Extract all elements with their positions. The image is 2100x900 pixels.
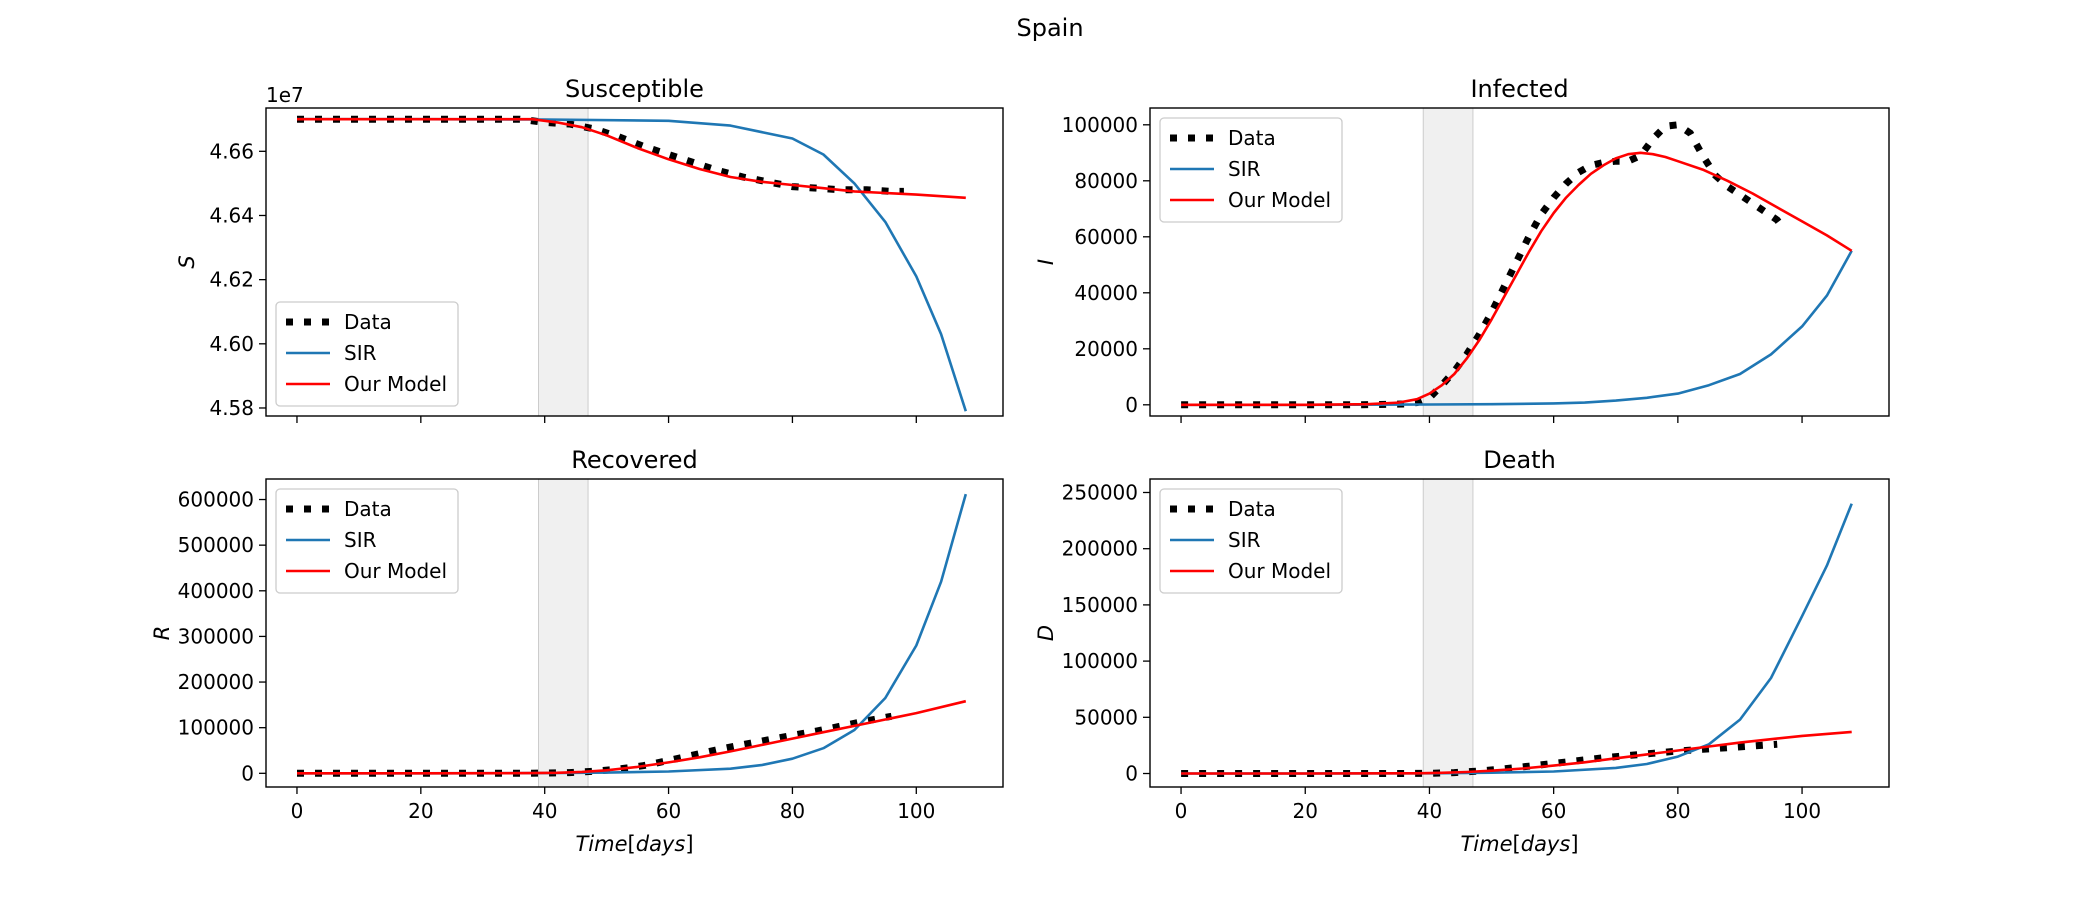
y-axis-label: I xyxy=(1034,259,1058,265)
y-tick-label: 200000 xyxy=(178,670,254,694)
y-tick-label: 4.62 xyxy=(209,268,254,292)
x-tick-label: 20 xyxy=(408,799,433,823)
legend-label: SIR xyxy=(1228,528,1261,552)
axis-offset-text: 1e7 xyxy=(266,83,304,107)
legend-label: Our Model xyxy=(344,559,447,583)
y-tick-label: 40000 xyxy=(1074,281,1138,305)
shaded-region xyxy=(1422,107,1474,417)
legend-label: Data xyxy=(344,310,392,334)
y-tick-label: 4.60 xyxy=(209,332,254,356)
y-tick-label: 0 xyxy=(241,761,254,785)
y-axis-label: R xyxy=(150,626,174,641)
x-label-bracket-close: ] xyxy=(685,832,693,856)
figure-title: Spain xyxy=(1016,14,1083,42)
legend-box xyxy=(1159,117,1343,223)
x-tick-label: 0 xyxy=(1175,799,1188,823)
x-tick-label: 0 xyxy=(291,799,304,823)
series-line-our-model xyxy=(297,117,966,200)
subplot-infected: 0 20000 40000 60000 80000 100000 Infected I Data… xyxy=(1034,75,1890,423)
x-tick-label: 100 xyxy=(897,799,935,823)
x-tick-label: 60 xyxy=(1541,799,1566,823)
legend-label: Data xyxy=(1228,497,1276,521)
series-line-our-model xyxy=(1181,151,1853,407)
subplot-recovered: 0 20 40 60 80 100 0 100000 200000 300000 400000 500… xyxy=(150,446,1004,856)
shaded-region xyxy=(538,107,589,417)
legend: Data SIR Our Model xyxy=(275,301,459,407)
legend: Data SIR Our Model xyxy=(1159,117,1343,223)
legend-label: SIR xyxy=(344,528,377,552)
y-tick-label: 0 xyxy=(1125,393,1138,417)
axes-frame xyxy=(1149,478,1890,788)
y-tick-label: 400000 xyxy=(178,579,254,603)
x-label-bracket-open: [ xyxy=(628,832,636,856)
y-tick-label: 20000 xyxy=(1074,337,1138,361)
legend-label: Our Model xyxy=(344,372,447,396)
y-tick-label: 100000 xyxy=(1062,113,1138,137)
x-tick-label: 100 xyxy=(1783,799,1821,823)
x-tick-label: 20 xyxy=(1293,799,1318,823)
legend-box xyxy=(1159,488,1343,594)
y-tick-label: 300000 xyxy=(178,624,254,648)
subplot-death: 0 20 40 60 80 100 0 50000 100000 150000 200000 2500… xyxy=(1034,446,1890,856)
subplot-susceptible: 4.58 4.60 4.62 4.64 4.66 Susceptible 1e7 S Data S… xyxy=(175,75,1004,423)
y-tick-label: 500000 xyxy=(178,533,254,557)
shaded-region xyxy=(1422,478,1474,788)
x-tick-label: 60 xyxy=(656,799,681,823)
y-tick-label: 4.64 xyxy=(209,203,254,227)
subplot-title: Infected xyxy=(1470,75,1568,103)
x-label-main: Time xyxy=(1460,832,1512,856)
legend-label: Data xyxy=(344,497,392,521)
y-tick-label: 250000 xyxy=(1062,480,1138,504)
shaded-region xyxy=(538,478,589,788)
axes-frame xyxy=(1149,107,1890,417)
legend-label: SIR xyxy=(1228,157,1261,181)
axes-frame xyxy=(265,478,1004,788)
legend-label: Our Model xyxy=(1228,559,1331,583)
subplot-title: Susceptible xyxy=(565,75,704,103)
x-label-unit: days xyxy=(636,832,686,856)
series-line-our-model xyxy=(297,699,967,775)
x-tick-label: 80 xyxy=(780,799,805,823)
x-tick-label: 80 xyxy=(1665,799,1690,823)
legend-label: SIR xyxy=(344,341,377,365)
axes-frame xyxy=(265,107,1004,417)
x-axis-label: Time[days] xyxy=(1460,832,1578,856)
y-axis-label: S xyxy=(175,255,199,268)
x-tick-label: 40 xyxy=(1417,799,1442,823)
y-tick-label: 50000 xyxy=(1074,705,1138,729)
y-tick-label: 0 xyxy=(1125,762,1138,786)
y-tick-label: 150000 xyxy=(1062,593,1138,617)
y-tick-label: 80000 xyxy=(1074,169,1138,193)
legend: Data SIR Our Model xyxy=(275,488,459,594)
x-axis-label: Time[days] xyxy=(575,832,693,856)
y-axis-label: D xyxy=(1034,625,1058,641)
subplots: 4.58 4.60 4.62 4.64 4.66 Susceptible 1e7 S Data S… xyxy=(150,75,1890,856)
x-label-bracket-close: ] xyxy=(1570,832,1578,856)
y-tick-label: 60000 xyxy=(1074,225,1138,249)
series-line-sir xyxy=(1181,250,1853,407)
legend-label: Our Model xyxy=(1228,188,1331,212)
legend: Data SIR Our Model xyxy=(1159,488,1343,594)
x-label-main: Time xyxy=(575,832,627,856)
legend-label: Data xyxy=(1228,126,1276,150)
y-tick-label: 100000 xyxy=(178,716,254,740)
y-tick-label: 100000 xyxy=(1062,649,1138,673)
series-line-our-model xyxy=(1181,730,1852,775)
legend-box xyxy=(275,301,459,407)
y-tick-label: 600000 xyxy=(178,488,254,512)
subplot-title: Death xyxy=(1483,446,1556,474)
y-tick-label: 4.58 xyxy=(209,396,254,420)
x-label-bracket-open: [ xyxy=(1513,832,1521,856)
x-tick-label: 40 xyxy=(532,799,557,823)
y-tick-label: 4.66 xyxy=(209,139,254,163)
subplot-title: Recovered xyxy=(571,446,698,474)
y-tick-label: 200000 xyxy=(1062,537,1138,561)
x-label-unit: days xyxy=(1521,832,1571,856)
legend-box xyxy=(275,488,459,594)
